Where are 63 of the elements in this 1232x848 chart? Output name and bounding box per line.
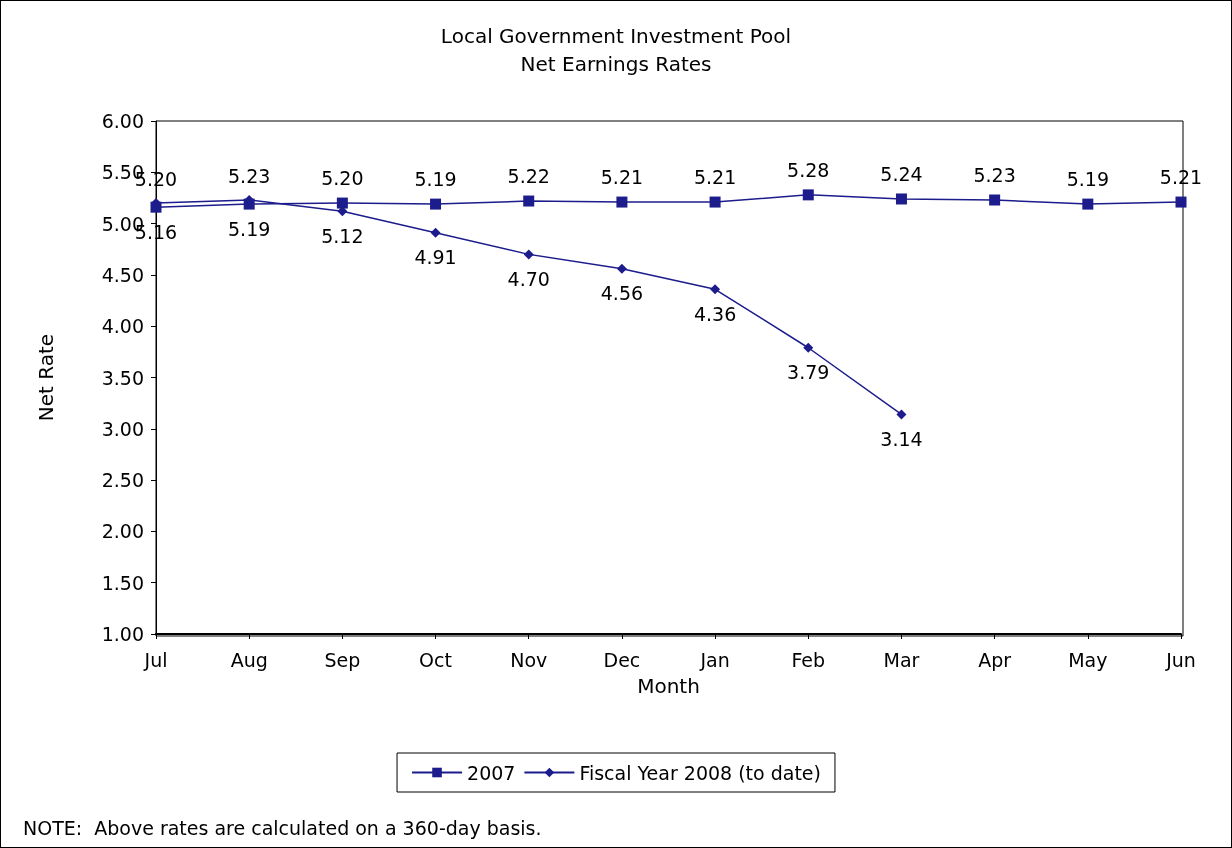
point xyxy=(430,198,442,210)
data-label: 4.70 xyxy=(507,267,550,290)
x-tick-label: Sep xyxy=(324,648,361,671)
x-tick-label: Oct xyxy=(419,648,452,671)
x-axis-title: Month xyxy=(637,674,700,698)
x-tick-label: Jul xyxy=(143,648,168,671)
data-label: 5.19 xyxy=(228,218,271,241)
point xyxy=(1175,196,1187,208)
data-label: 5.21 xyxy=(600,166,644,189)
legend-label: Fiscal Year 2008 (to date) xyxy=(579,761,821,784)
point xyxy=(336,197,348,209)
point xyxy=(710,284,721,295)
y-tick-label: 3.50 xyxy=(101,366,144,389)
point xyxy=(709,196,721,208)
data-label: 5.19 xyxy=(1066,168,1109,191)
y-tick-label: 2.50 xyxy=(101,469,144,492)
y-tick-label: 4.00 xyxy=(101,315,144,338)
data-label: 3.14 xyxy=(880,427,923,450)
legend-label: 2007 xyxy=(467,761,516,784)
y-tick-label: 6.00 xyxy=(101,110,144,132)
data-label: 5.19 xyxy=(414,168,457,191)
x-tick-label: May xyxy=(1068,648,1108,671)
point xyxy=(523,249,534,260)
point xyxy=(989,194,1001,206)
x-tick-label: Feb xyxy=(791,648,826,671)
x-tick-label: Jan xyxy=(699,648,730,671)
point xyxy=(802,189,814,201)
y-tick-label: 1.00 xyxy=(101,623,144,645)
point xyxy=(896,409,907,420)
point xyxy=(803,342,814,353)
point xyxy=(895,193,907,205)
data-label: 5.20 xyxy=(321,167,364,190)
data-label: 5.21 xyxy=(693,166,737,189)
data-label: 5.12 xyxy=(321,224,364,247)
x-tick-label: Dec xyxy=(603,648,641,671)
data-label: 4.36 xyxy=(693,302,737,325)
x-tick-label: Jun xyxy=(1165,648,1196,671)
chart-title: Local Government Investment Pool xyxy=(440,24,792,48)
point xyxy=(616,196,628,208)
y-tick-label: 4.50 xyxy=(101,263,144,286)
data-label: 5.24 xyxy=(880,162,923,185)
x-tick-label: Nov xyxy=(510,648,548,671)
data-label: 5.22 xyxy=(507,165,550,188)
data-label: 4.56 xyxy=(600,282,644,305)
data-label: 3.79 xyxy=(787,361,830,384)
data-label: 5.21 xyxy=(1159,166,1203,189)
point xyxy=(616,263,627,274)
point xyxy=(430,227,441,238)
data-label: 5.28 xyxy=(787,158,830,181)
text: NOTE: Above rates are calculated on a 360-day basis. xyxy=(23,816,542,839)
y-axis-title: Net Rate xyxy=(34,333,58,422)
point xyxy=(523,195,535,207)
chart-subtitle: Net Earnings Rates xyxy=(520,52,712,76)
x-tick-label: Apr xyxy=(978,648,1012,671)
y-tick-label: 2.00 xyxy=(101,520,144,543)
y-tick-label: 3.00 xyxy=(101,417,144,440)
point xyxy=(1082,198,1094,210)
data-label: 5.23 xyxy=(973,164,1016,186)
y-tick-label: 1.50 xyxy=(101,571,144,594)
data-label: 5.23 xyxy=(228,164,271,187)
x-tick-label: Mar xyxy=(883,648,920,671)
x-tick-label: Aug xyxy=(230,648,268,671)
data-label: 4.91 xyxy=(414,246,457,269)
